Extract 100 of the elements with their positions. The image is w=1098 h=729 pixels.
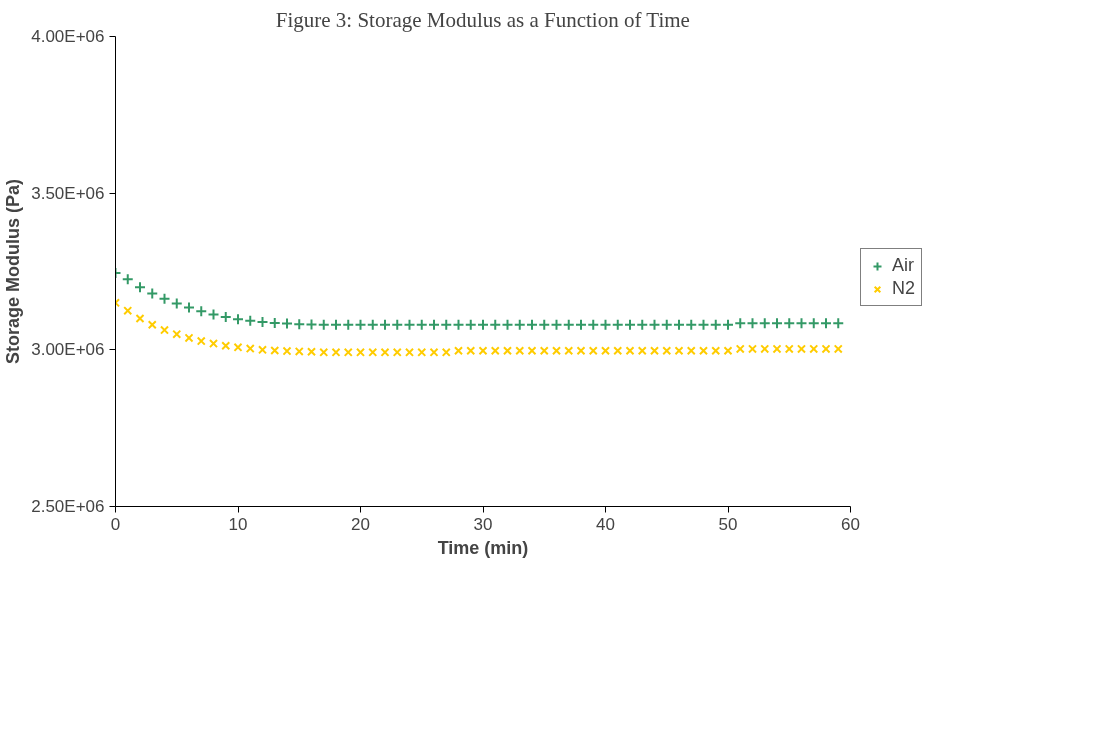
point (526, 318, 538, 331)
point (464, 318, 477, 331)
point (795, 317, 808, 330)
point (709, 318, 722, 331)
point (281, 317, 293, 330)
point (711, 346, 721, 356)
point (380, 347, 390, 357)
point (784, 344, 794, 354)
point (637, 346, 647, 356)
point (685, 318, 698, 331)
point (513, 318, 526, 331)
point (734, 317, 747, 330)
point (527, 346, 537, 356)
point (477, 318, 489, 331)
point (832, 317, 845, 330)
point (747, 344, 758, 354)
point (562, 318, 575, 331)
point (330, 318, 342, 331)
point (257, 345, 268, 355)
x-tick-label: 40 (596, 514, 615, 534)
point (674, 346, 684, 356)
point (613, 346, 623, 356)
point (158, 292, 171, 305)
point (196, 336, 206, 346)
point (686, 346, 696, 356)
point (599, 318, 612, 331)
point (538, 318, 551, 331)
point (121, 273, 134, 286)
x-tick-label: 10 (228, 514, 248, 534)
point (317, 318, 330, 331)
point (453, 346, 464, 356)
point (354, 318, 367, 331)
point (146, 287, 159, 300)
y-tick-label: 2.50E+06 (31, 497, 105, 516)
point (600, 346, 611, 356)
point (183, 301, 195, 314)
point (722, 318, 734, 331)
point (368, 347, 378, 357)
point (550, 318, 563, 331)
point (501, 318, 514, 331)
point (379, 318, 391, 331)
y-tick-label: 3.50E+06 (31, 183, 105, 203)
point (232, 313, 244, 326)
point (391, 318, 404, 331)
chart-title: Figure 3: Storage Modulus as a Function of Time (275, 7, 690, 32)
point (649, 346, 660, 356)
point (270, 345, 280, 355)
point (624, 318, 636, 331)
point (343, 347, 353, 357)
point (662, 346, 672, 356)
point (319, 347, 329, 357)
legend-label: N2 (892, 278, 916, 299)
point (294, 346, 304, 356)
point (147, 320, 157, 330)
point (233, 342, 243, 352)
point (244, 314, 257, 327)
point (636, 318, 649, 331)
point (575, 318, 587, 331)
point (758, 317, 771, 330)
point (245, 344, 255, 354)
point (452, 318, 465, 331)
point (170, 297, 183, 310)
point (184, 333, 194, 343)
point (539, 346, 549, 356)
point (551, 346, 562, 356)
point (809, 344, 819, 354)
point (403, 318, 416, 331)
point (807, 317, 820, 330)
x-tick-label: 50 (718, 514, 738, 534)
point (697, 318, 710, 331)
point (415, 318, 428, 331)
point (515, 346, 525, 356)
point (342, 318, 355, 331)
point (502, 346, 513, 356)
point (366, 318, 379, 331)
point (404, 347, 415, 357)
x-tick-label: 60 (841, 514, 860, 534)
point (698, 346, 709, 356)
point (489, 318, 502, 331)
y-tick-label: 4.00E+06 (31, 27, 105, 46)
point (440, 318, 453, 331)
point (134, 281, 146, 294)
legend-label: Air (892, 255, 914, 276)
point (466, 346, 476, 356)
point (772, 344, 782, 354)
point (771, 317, 783, 330)
point (282, 346, 292, 356)
point (305, 318, 318, 331)
point (172, 329, 182, 339)
point (587, 318, 600, 331)
point (208, 339, 219, 349)
x-tick-label: 30 (473, 514, 493, 534)
point (417, 347, 427, 357)
point (221, 341, 231, 351)
point (478, 346, 488, 356)
point (796, 344, 807, 354)
point (660, 318, 673, 331)
point (625, 346, 635, 356)
point (746, 317, 759, 330)
point (735, 344, 745, 354)
